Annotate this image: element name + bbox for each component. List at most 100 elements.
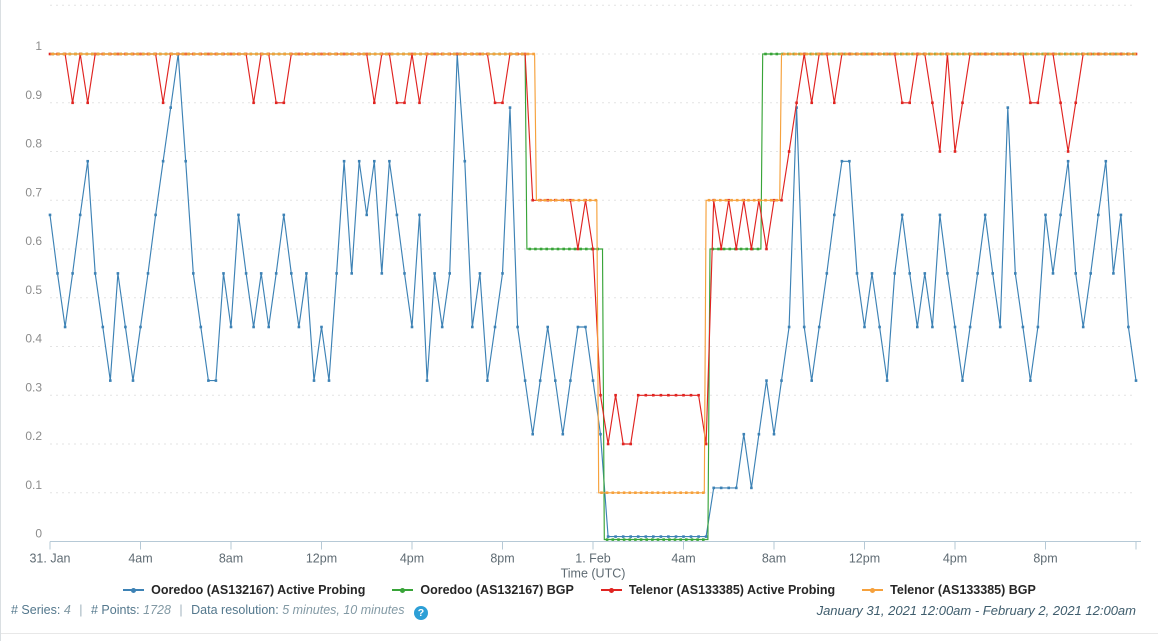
data-point-marker xyxy=(769,52,773,56)
data-point-marker xyxy=(538,198,541,202)
data-point-marker xyxy=(546,325,549,329)
data-point-marker xyxy=(306,52,309,56)
data-point-marker xyxy=(794,52,797,56)
data-point-marker xyxy=(679,538,682,541)
data-point-marker xyxy=(413,52,417,56)
data-point-marker xyxy=(685,491,688,494)
data-point-marker xyxy=(855,272,859,275)
x-axis-label: 8am xyxy=(219,552,243,566)
data-point-marker xyxy=(856,52,860,56)
data-point-marker xyxy=(119,52,122,56)
data-point-marker xyxy=(702,491,705,494)
legend-item-0[interactable]: Ooredoo (AS132167) Active Probing xyxy=(123,583,365,597)
data-point-marker xyxy=(62,52,66,56)
data-point-marker xyxy=(274,272,278,275)
data-point-marker xyxy=(629,442,632,446)
data-point-marker xyxy=(885,379,889,382)
data-point-marker xyxy=(997,52,1001,56)
data-point-marker xyxy=(668,491,671,494)
data-point-marker xyxy=(71,101,74,105)
data-point-marker xyxy=(1059,213,1062,217)
data-point-marker xyxy=(953,150,957,153)
data-point-marker xyxy=(532,52,535,56)
data-point-marker xyxy=(795,106,798,109)
data-point-marker xyxy=(722,247,726,251)
data-point-marker xyxy=(71,272,74,275)
data-point-marker xyxy=(825,272,829,275)
x-axis-label: 8pm xyxy=(1033,552,1057,566)
data-point-marker xyxy=(1111,52,1114,56)
series-line-1[interactable] xyxy=(50,53,1136,541)
data-point-marker xyxy=(1051,272,1055,275)
data-point-marker xyxy=(941,52,944,56)
data-point-marker xyxy=(644,535,648,538)
data-point-marker xyxy=(968,325,972,329)
data-point-marker xyxy=(523,379,527,382)
legend-item-2[interactable]: Telenor (AS133385) Active Probing xyxy=(600,583,835,597)
data-point-marker xyxy=(169,106,172,109)
data-point-marker xyxy=(124,325,127,329)
data-point-marker xyxy=(395,101,399,105)
separator: | xyxy=(79,603,83,617)
data-point-marker xyxy=(576,247,580,251)
legend-line-marker-icon xyxy=(123,587,145,593)
legend-item-3[interactable]: Telenor (AS133385) BGP xyxy=(862,583,1036,597)
data-point-marker xyxy=(214,379,218,382)
data-point-marker xyxy=(63,325,67,329)
data-point-marker xyxy=(712,486,715,490)
data-point-marker xyxy=(516,325,519,329)
data-point-marker xyxy=(890,52,894,56)
legend-item-1[interactable]: Ooredoo (AS132167) BGP xyxy=(392,583,574,597)
data-point-marker xyxy=(1119,213,1123,217)
timeseries-chart[interactable]: 1 0.9 0.8 0.7 0.6 0.5 0.4 0.3 0.2 0.1 0 31. Jan 4am 8… xyxy=(1,0,1158,581)
series-line-3[interactable] xyxy=(50,53,1136,494)
data-point-marker xyxy=(170,52,173,56)
data-point-marker xyxy=(611,538,615,541)
data-point-marker xyxy=(259,272,263,275)
data-point-marker xyxy=(850,52,854,56)
data-point-marker xyxy=(153,52,156,56)
data-point-marker xyxy=(828,52,831,56)
data-point-marker xyxy=(800,52,803,56)
series-line-0[interactable] xyxy=(49,53,1137,538)
data-point-marker xyxy=(1021,325,1025,329)
data-point-marker xyxy=(1077,52,1080,56)
data-point-marker xyxy=(395,213,399,217)
data-point-marker xyxy=(802,325,806,329)
data-point-marker xyxy=(992,52,995,56)
data-point-marker xyxy=(365,213,368,217)
data-point-marker xyxy=(1134,379,1138,382)
data-point-marker xyxy=(419,52,422,56)
data-point-marker xyxy=(704,535,708,538)
data-point-marker xyxy=(447,52,451,56)
data-point-marker xyxy=(48,213,52,217)
data-point-marker xyxy=(644,393,648,397)
data-point-marker xyxy=(1009,52,1012,56)
data-point-marker xyxy=(719,486,723,490)
data-point-marker xyxy=(742,432,746,436)
data-point-marker xyxy=(238,52,241,56)
data-point-marker xyxy=(560,198,564,202)
data-point-marker xyxy=(750,486,753,490)
data-point-marker xyxy=(1036,101,1040,105)
data-point-marker xyxy=(1104,159,1108,163)
data-point-marker xyxy=(130,52,134,56)
data-point-marker xyxy=(585,247,588,251)
data-point-marker xyxy=(682,393,685,397)
data-point-marker xyxy=(947,52,950,56)
chart-footer: # Series: 4 | # Points: 1728 | Data reso… xyxy=(11,603,1136,620)
data-point-marker xyxy=(805,52,809,56)
points-count-label: # Points: xyxy=(91,603,140,617)
data-point-marker xyxy=(86,159,89,163)
help-icon[interactable]: ? xyxy=(413,606,428,620)
data-point-marker xyxy=(682,535,685,538)
data-point-marker xyxy=(380,272,384,275)
data-point-marker xyxy=(68,52,72,56)
data-point-marker xyxy=(249,52,253,56)
data-point-marker xyxy=(873,52,877,56)
data-point-marker xyxy=(418,101,421,105)
data-point-marker xyxy=(1116,52,1120,56)
y-axis-label: 0.9 xyxy=(25,88,42,102)
data-point-marker xyxy=(335,272,338,275)
data-point-marker xyxy=(769,198,773,202)
